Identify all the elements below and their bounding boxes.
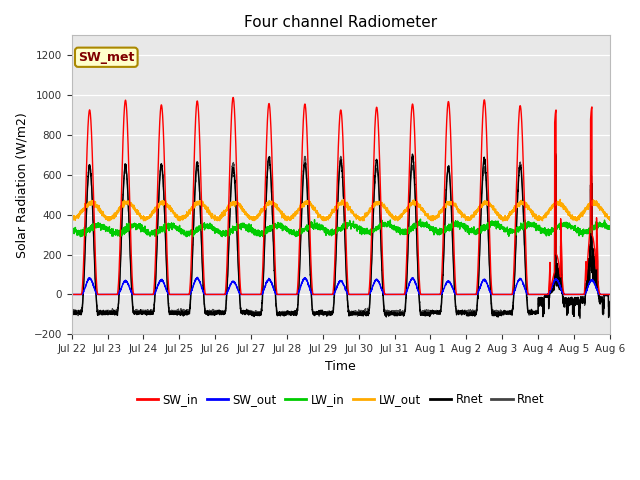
SW_in: [321, 291, 328, 297]
LW_out: [605, 215, 613, 221]
Rnet: [492, 310, 500, 316]
Y-axis label: Solar Radiation (W/m2): Solar Radiation (W/m2): [15, 112, 28, 258]
LW_in: [68, 225, 76, 231]
Line: SW_in: SW_in: [72, 97, 610, 294]
Rnet: [606, 312, 614, 318]
LW_in: [321, 225, 328, 231]
Title: Four channel Radiometer: Four channel Radiometer: [244, 15, 437, 30]
SW_in: [605, 291, 613, 297]
Rnet: [605, 314, 612, 320]
SW_in: [461, 291, 469, 297]
Rnet: [605, 311, 613, 316]
Rnet: [321, 309, 328, 314]
SW_out: [432, 291, 440, 297]
SW_out: [321, 291, 328, 297]
SW_out: [194, 275, 202, 280]
Line: SW_out: SW_out: [72, 277, 610, 294]
Rnet: [606, 305, 614, 311]
LW_in: [492, 222, 500, 228]
SW_in: [432, 291, 440, 297]
X-axis label: Time: Time: [325, 360, 356, 372]
LW_in: [77, 234, 84, 240]
LW_in: [417, 216, 424, 222]
SW_out: [68, 291, 76, 297]
LW_out: [104, 218, 112, 224]
LW_out: [432, 215, 440, 220]
Rnet: [588, 147, 595, 153]
SW_in: [68, 291, 76, 297]
LW_in: [605, 225, 613, 230]
SW_in: [164, 281, 172, 287]
Rnet: [409, 151, 417, 157]
Rnet: [164, 302, 172, 308]
Rnet: [432, 309, 440, 314]
LW_out: [606, 217, 614, 223]
Rnet: [576, 315, 584, 321]
LW_out: [321, 216, 328, 221]
SW_out: [492, 291, 500, 297]
Line: LW_in: LW_in: [72, 219, 610, 237]
Rnet: [68, 310, 76, 315]
LW_out: [164, 202, 172, 208]
SW_out: [164, 291, 172, 297]
LW_out: [492, 208, 500, 214]
Rnet: [461, 309, 469, 314]
Rnet: [605, 304, 613, 310]
Legend: SW_in, SW_out, LW_in, LW_out, Rnet, Rnet: SW_in, SW_out, LW_in, LW_out, Rnet, Rnet: [132, 388, 550, 410]
Rnet: [164, 300, 172, 306]
SW_out: [605, 291, 613, 297]
Rnet: [461, 308, 469, 313]
LW_out: [68, 215, 76, 220]
LW_in: [606, 224, 614, 230]
Line: Rnet: Rnet: [72, 154, 610, 317]
SW_out: [606, 291, 614, 297]
LW_out: [556, 197, 564, 203]
Rnet: [68, 309, 76, 315]
SW_in: [492, 291, 500, 297]
LW_in: [164, 224, 172, 230]
Rnet: [431, 310, 439, 315]
SW_in: [229, 95, 237, 100]
Rnet: [492, 308, 500, 314]
Text: SW_met: SW_met: [78, 51, 134, 64]
SW_out: [461, 291, 469, 297]
Line: LW_out: LW_out: [72, 200, 610, 221]
LW_in: [432, 228, 440, 234]
LW_out: [461, 216, 469, 221]
Line: Rnet: Rnet: [72, 150, 610, 318]
LW_in: [461, 228, 469, 234]
SW_in: [606, 291, 614, 297]
Rnet: [321, 309, 328, 315]
